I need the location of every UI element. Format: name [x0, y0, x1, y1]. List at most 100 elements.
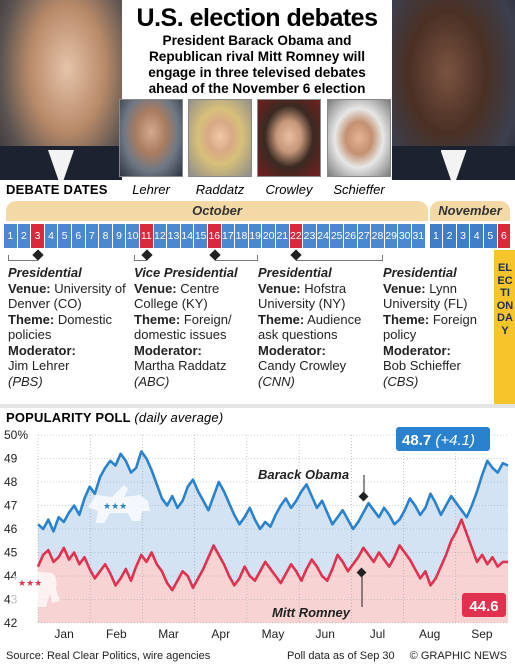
moderator-label: Moderator: [383, 342, 451, 358]
source-note: Source: Real Clear Politics, wire agenci… [6, 650, 211, 662]
day-cell: 12 [153, 224, 167, 248]
day-cell: 7 [85, 224, 99, 248]
venue-label: Venue: [134, 280, 177, 296]
network: (CBS) [383, 373, 419, 389]
day-cell: 27 [357, 224, 371, 248]
romney-value-box [462, 593, 506, 617]
day-cell: 6 [72, 224, 85, 248]
venue: Lynn University (FL) [383, 280, 468, 312]
series-line [36, 518, 508, 592]
page-subtitle: President Barack Obama and Republican ri… [148, 33, 366, 96]
theme: Foreign policy [383, 311, 477, 343]
romney-portrait [0, 0, 122, 180]
debate-connector [214, 255, 258, 261]
series-line [37, 450, 509, 533]
day-cell: 23 [303, 224, 316, 248]
moderator-name-schieffer: Schieffer [333, 182, 385, 197]
venue: Centre College (KY) [134, 280, 220, 312]
poll-title: POPULARITY POLL (daily average) [6, 410, 223, 425]
day-cell: 9 [112, 224, 126, 248]
day-cell: 4 [44, 224, 58, 248]
debate-dates-title: DEBATE DATES [6, 182, 108, 197]
day-cell: 13 [167, 224, 180, 248]
romney-series-label: Mitt Romney [272, 605, 351, 620]
day-cell: 17 [221, 224, 235, 248]
crowley-photo [257, 99, 321, 177]
obama-portrait [392, 0, 515, 180]
network: (CNN) [258, 373, 295, 389]
debate-day-cell: 11 [140, 224, 153, 248]
theme-label: Theme: [8, 311, 55, 327]
election-day-bar [494, 250, 515, 405]
day-cell: 1 [429, 224, 443, 248]
venue-label: Venue: [383, 280, 426, 296]
day-cell: 28 [371, 224, 384, 248]
y-tick-label: 45 [4, 546, 18, 560]
debate-day-cell: 3 [31, 224, 44, 248]
debate-details: Presidential Venue: University of Denver … [0, 249, 515, 405]
obama-value-box [396, 427, 490, 451]
obama-final-value: 48.7 (+4.1) [402, 432, 475, 449]
romney-callout-marker [356, 567, 367, 578]
moderator-label: Moderator: [258, 342, 326, 358]
day-cell: 2 [443, 224, 456, 248]
moderator: Candy Crowley [258, 358, 347, 373]
moderator-label: Moderator: [134, 342, 202, 358]
obama-final-change: (+4.1) [435, 432, 475, 449]
elephant-stars: ★★★ [18, 578, 42, 588]
moderator: Bob Schieffer [383, 358, 461, 373]
venue: Hofstra University (NY) [258, 280, 347, 312]
day-cell: 4 [470, 224, 483, 248]
obama-series-label: Barack Obama [258, 467, 349, 482]
venue-label: Venue: [8, 280, 51, 296]
poll-subtitle: (daily average) [134, 410, 224, 425]
lehrer-photo [119, 99, 183, 177]
day-cell: 3 [456, 224, 470, 248]
day-strip: 1 2 3 4 5 6 7 8 9 10 11 12 13 14 15 16 17 18 19 20 21 22 23 24 2… [4, 224, 512, 248]
day-cell: 21 [276, 224, 289, 248]
theme-label: Theme: [258, 311, 305, 327]
y-tick-label: 42 [4, 616, 18, 630]
day-cell: 1 [4, 224, 17, 248]
y-tick-label: 50% [4, 428, 28, 442]
header: U.S. election debates President Barack O… [0, 0, 515, 180]
republican-elephant-icon [6, 571, 60, 609]
debate-type: Presidential [258, 265, 332, 280]
donkey-stars: ★★★ [103, 501, 127, 511]
debate-type: Presidential [383, 265, 457, 280]
romney-area [38, 519, 508, 623]
x-tick-label: Aug [419, 627, 440, 641]
venue: University of Denver (CO) [8, 280, 126, 312]
day-cell: 5 [484, 224, 497, 248]
y-tick-label: 48 [4, 475, 18, 489]
x-tick-label: Jul [370, 627, 385, 641]
day-cell: 26 [344, 224, 357, 248]
debate-card: Presidential Venue: University of Denver … [8, 265, 130, 403]
raddatz-photo [188, 99, 252, 177]
x-tick-label: May [262, 627, 285, 641]
moderator: Martha Raddatz [134, 358, 227, 373]
x-tick-label: Apr [211, 627, 230, 641]
romney-final-value: 44.6 [469, 598, 498, 615]
poll-title-text: POPULARITY POLL [6, 410, 131, 425]
day-cell: 18 [235, 224, 248, 248]
moderator-name-raddatz: Raddatz [195, 182, 245, 197]
day-cell: 2 [17, 224, 31, 248]
democrat-donkey-icon [88, 485, 150, 523]
x-tick-label: Jan [54, 627, 73, 641]
election-day-cell: 6 [497, 224, 511, 248]
debate-day-cell: 22 [289, 224, 303, 248]
y-tick-label: 47 [4, 499, 18, 513]
theme-label: Theme: [134, 311, 181, 327]
network: (ABC) [134, 373, 170, 389]
moderator-name-crowley: Crowley [265, 182, 313, 197]
debate-card: Vice Presidential Venue: Centre College (… [134, 265, 256, 403]
november-label: November [430, 201, 510, 221]
x-tick-label: Mar [158, 627, 179, 641]
page-title: U.S. election debates [136, 4, 378, 32]
venue-label: Venue: [258, 280, 301, 296]
footer: Source: Real Clear Politics, wire agenci… [0, 648, 515, 666]
y-tick-label: 46 [4, 522, 18, 536]
day-cell: 20 [262, 224, 275, 248]
moderator-name-lehrer: Lehrer [132, 182, 170, 197]
